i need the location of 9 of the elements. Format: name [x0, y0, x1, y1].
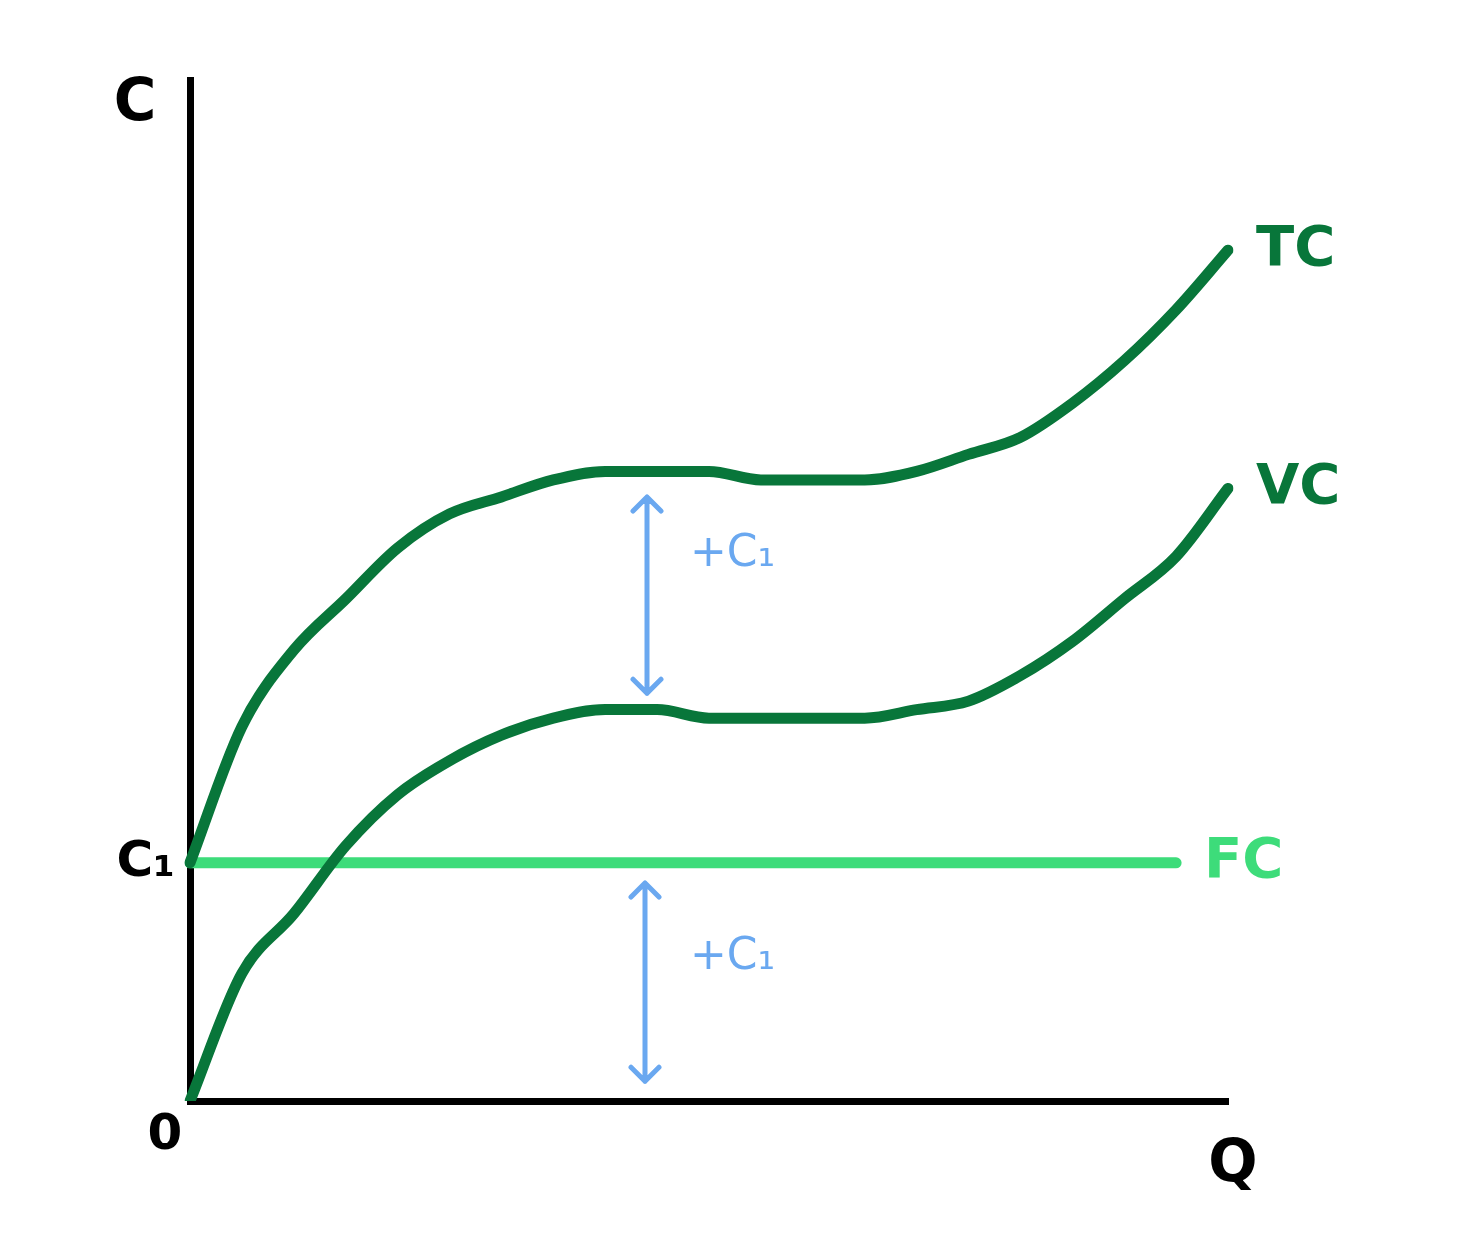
series-label: TC — [1256, 212, 1336, 278]
y-axis-title: C — [113, 66, 157, 135]
annotation: +C₁ — [690, 525, 776, 577]
x-axis-title: Q — [1208, 1127, 1258, 1196]
annotation: +C₁ — [690, 928, 776, 980]
series-label: FC — [1204, 825, 1284, 891]
text: C₁ — [116, 829, 175, 888]
series-label: VC — [1256, 450, 1341, 516]
text: 0 — [147, 1102, 183, 1161]
